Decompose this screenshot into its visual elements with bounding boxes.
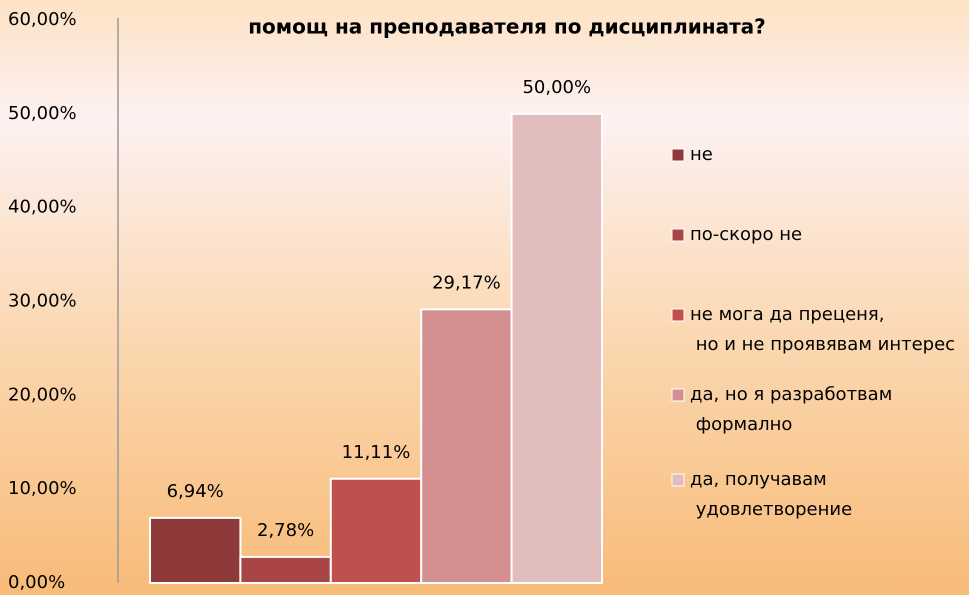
data-label: 2,78% [257,520,314,541]
y-tick-label: 40,00% [8,197,77,218]
legend-swatch [671,228,685,242]
legend-label: да, получавам удовлетворение [690,469,852,520]
bar [149,516,242,584]
data-label: 11,11% [342,442,411,463]
y-tick-label: 30,00% [8,291,77,312]
y-tick-label: 10,00% [8,478,77,499]
data-label: 6,94% [167,481,224,502]
legend-swatch [671,308,685,322]
y-tick-label: 60,00% [8,9,77,30]
bar [329,477,423,584]
y-tick-label: 20,00% [8,384,77,405]
legend-label: да, но я разработвам формално [690,384,892,435]
bar [510,112,604,584]
legend-swatch [671,473,685,487]
legend-swatch [671,388,685,402]
chart-title: помощ на преподавателя по дисциплината? [248,15,766,39]
legend-label: не [690,144,713,165]
y-tick-label: 50,00% [8,103,77,124]
data-label: 50,00% [522,77,591,98]
legend-label: по-скоро не [690,224,802,245]
bar [420,308,513,584]
data-label: 29,17% [432,272,501,293]
legend-swatch [671,148,685,162]
legend-label: не мога да преценя, но и не проявявам ин… [690,304,955,355]
bar [239,555,332,584]
y-tick-label: 0,00% [8,572,65,593]
